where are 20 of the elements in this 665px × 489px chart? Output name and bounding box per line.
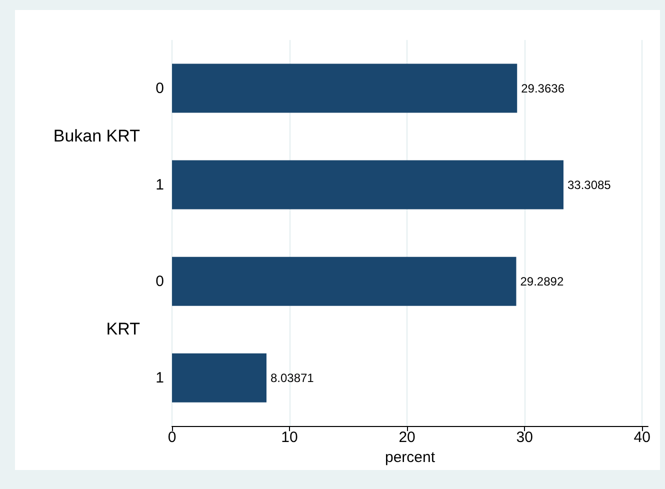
data-label: 33.3085 [567, 178, 612, 192]
y-tick-label: 1 [156, 369, 164, 386]
bar [172, 256, 516, 306]
y-tick-label: 0 [156, 272, 164, 290]
x-tick-label: 0 [168, 429, 176, 446]
data-label: 29.2892 [520, 274, 564, 288]
y-tick-label: 1 [156, 176, 164, 194]
x-tick-label: 10 [281, 429, 298, 446]
bar [172, 64, 518, 113]
x-tick-label: 20 [398, 429, 416, 446]
bar [172, 353, 266, 402]
x-tick-label: 40 [634, 429, 650, 446]
y-tick-label: 0 [156, 80, 164, 97]
bar [172, 160, 564, 210]
data-label: 29.3636 [521, 81, 565, 96]
data-label: 8.03871 [270, 370, 314, 385]
text: KRT [106, 320, 140, 339]
x-tick-label: 30 [516, 429, 533, 446]
text: Bukan KRT [53, 126, 140, 146]
x-axis-title: percent [384, 449, 436, 466]
